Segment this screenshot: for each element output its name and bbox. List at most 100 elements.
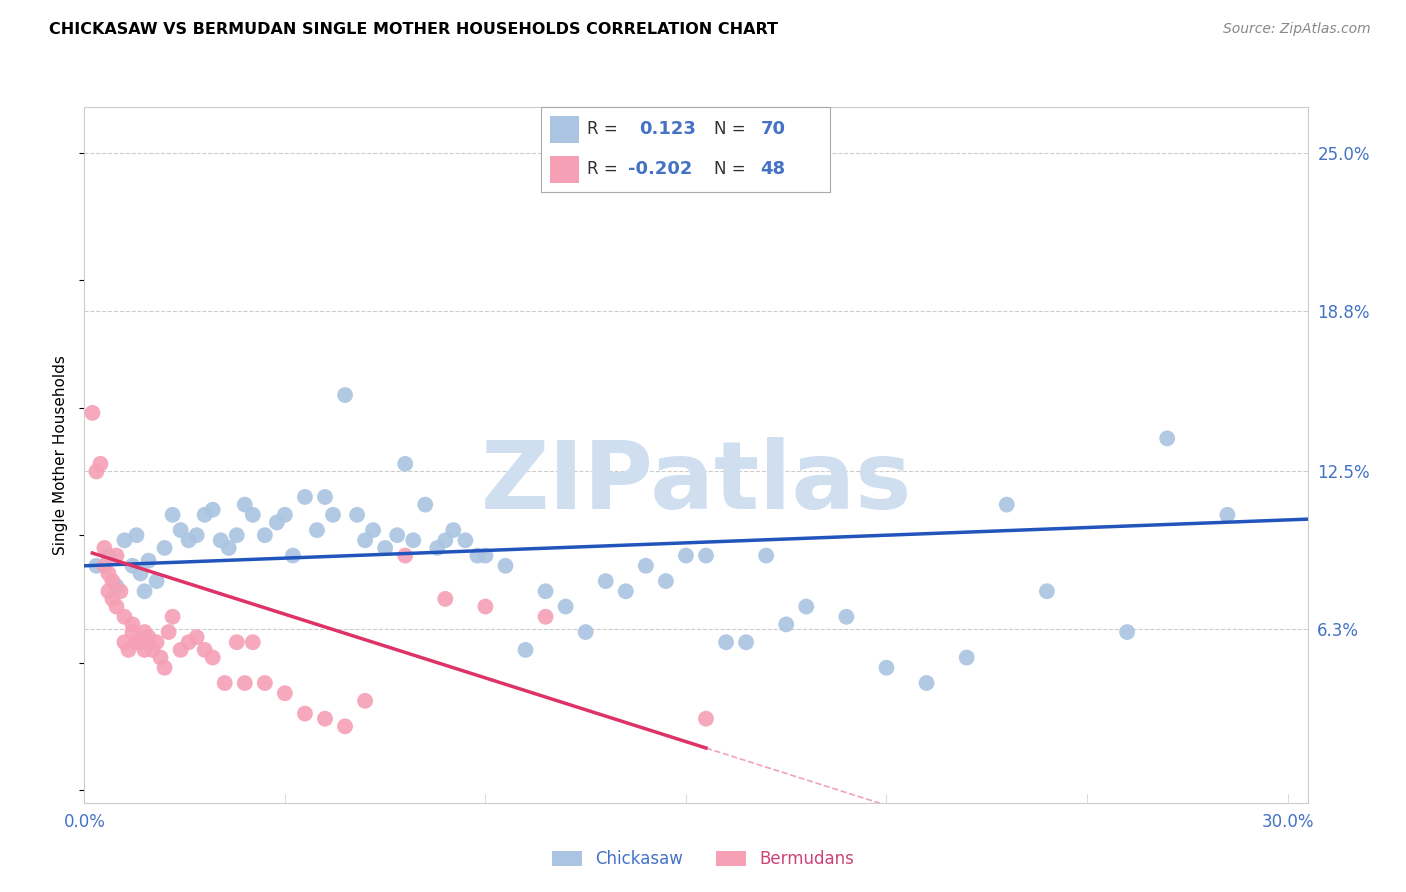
Point xyxy=(242,635,264,649)
Point xyxy=(474,549,496,563)
Point xyxy=(162,609,184,624)
Point xyxy=(134,643,156,657)
Point xyxy=(101,574,124,588)
Point xyxy=(695,549,717,563)
Point xyxy=(402,533,425,548)
Point xyxy=(97,584,120,599)
Point xyxy=(201,650,224,665)
Point xyxy=(294,490,316,504)
Point xyxy=(157,625,180,640)
Point xyxy=(454,533,477,548)
Text: ZIPatlas: ZIPatlas xyxy=(481,437,911,529)
Point xyxy=(775,617,797,632)
Point xyxy=(281,549,304,563)
Point xyxy=(426,541,449,555)
Point xyxy=(105,599,128,614)
Point xyxy=(467,549,489,563)
Point xyxy=(434,533,457,548)
Point xyxy=(1216,508,1239,522)
Point xyxy=(169,643,191,657)
Point xyxy=(86,465,108,479)
Point xyxy=(134,625,156,640)
Text: N =: N = xyxy=(714,161,745,178)
Point xyxy=(515,643,537,657)
Text: R =: R = xyxy=(588,120,619,137)
Point xyxy=(305,523,328,537)
Point xyxy=(1116,625,1139,640)
Point xyxy=(141,643,163,657)
Point xyxy=(394,549,416,563)
Point xyxy=(361,523,384,537)
Point xyxy=(956,650,979,665)
Point xyxy=(554,599,576,614)
Point xyxy=(114,635,136,649)
Point xyxy=(194,643,217,657)
Point xyxy=(534,609,557,624)
Point xyxy=(101,591,124,606)
Point xyxy=(86,558,108,573)
Point xyxy=(266,516,288,530)
Point xyxy=(374,541,396,555)
Text: Source: ZipAtlas.com: Source: ZipAtlas.com xyxy=(1223,22,1371,37)
Point xyxy=(714,635,737,649)
Point xyxy=(134,584,156,599)
Point xyxy=(354,533,377,548)
Point xyxy=(97,566,120,581)
Text: 0.123: 0.123 xyxy=(640,120,696,137)
Point xyxy=(82,406,104,420)
Point xyxy=(314,712,336,726)
Point xyxy=(97,549,120,563)
Text: -0.202: -0.202 xyxy=(627,161,692,178)
Point xyxy=(385,528,408,542)
Point xyxy=(214,676,236,690)
Point xyxy=(177,533,200,548)
Point xyxy=(169,523,191,537)
Point xyxy=(294,706,316,721)
Point xyxy=(755,549,778,563)
Point xyxy=(138,554,160,568)
Point xyxy=(634,558,657,573)
Point xyxy=(835,609,858,624)
Point xyxy=(125,528,148,542)
Point xyxy=(1156,431,1178,445)
Point xyxy=(153,661,176,675)
Point xyxy=(145,635,167,649)
Point xyxy=(201,502,224,516)
Point xyxy=(242,508,264,522)
Point xyxy=(333,719,356,733)
Text: N =: N = xyxy=(714,120,745,137)
Point xyxy=(121,558,143,573)
Point xyxy=(253,528,276,542)
Point xyxy=(121,625,143,640)
Point xyxy=(114,609,136,624)
Point xyxy=(89,457,111,471)
Legend: Chickasaw, Bermudans: Chickasaw, Bermudans xyxy=(546,844,860,875)
Point xyxy=(875,661,897,675)
Point xyxy=(314,490,336,504)
Point xyxy=(129,566,152,581)
Point xyxy=(695,712,717,726)
Point xyxy=(253,676,276,690)
Point xyxy=(413,498,436,512)
Point xyxy=(209,533,232,548)
Point xyxy=(346,508,368,522)
Point xyxy=(93,541,115,555)
Point xyxy=(1036,584,1059,599)
Point xyxy=(274,686,297,700)
Point xyxy=(735,635,758,649)
Point xyxy=(655,574,678,588)
Point xyxy=(177,635,200,649)
Point xyxy=(105,579,128,593)
Point xyxy=(274,508,297,522)
Point xyxy=(394,457,416,471)
Point xyxy=(93,558,115,573)
Point xyxy=(225,635,247,649)
Point xyxy=(534,584,557,599)
Point xyxy=(129,635,152,649)
Point xyxy=(138,630,160,644)
Point xyxy=(149,650,172,665)
Text: 70: 70 xyxy=(761,120,786,137)
Point xyxy=(105,549,128,563)
Point xyxy=(225,528,247,542)
Point xyxy=(614,584,637,599)
